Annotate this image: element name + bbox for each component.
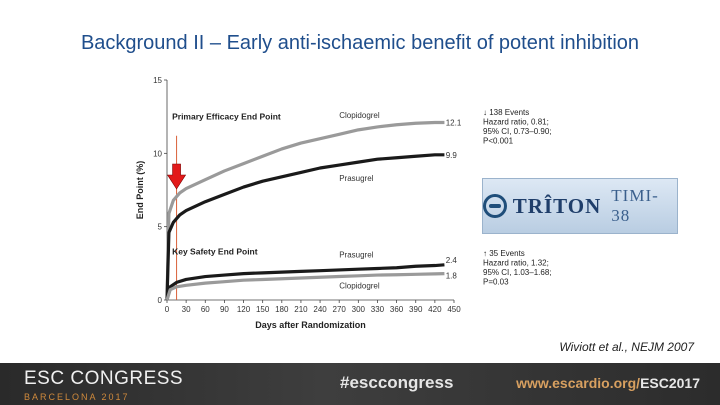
footer-url-year: ESC2017 [640, 375, 700, 391]
series-end-value: 1.8 [446, 272, 458, 281]
x-axis-title: Days after Randomization [255, 320, 366, 330]
annotation-line: Hazard ratio, 0.81; [483, 118, 549, 127]
y-tick-label: 0 [158, 296, 163, 305]
x-tick-label: 270 [333, 305, 347, 314]
x-tick-label: 300 [352, 305, 366, 314]
x-tick-label: 210 [294, 305, 308, 314]
series-label: Prasugrel [339, 174, 373, 183]
red-arrow-icon [167, 163, 187, 190]
citation: Wiviott et al., NEJM 2007 [559, 340, 694, 354]
x-tick-label: 30 [182, 305, 191, 314]
panel-title: Primary Efficacy End Point [172, 112, 281, 122]
annotation-line: ↓ 138 Events [483, 108, 529, 117]
footer-url-domain: www.escardio.org/ [516, 375, 641, 391]
series-line-clopidogrel-efficacy [165, 120, 445, 301]
x-tick-label: 150 [256, 305, 270, 314]
annotation-line: P<0.001 [483, 137, 514, 146]
annotation-line: 95% CI, 0.73–0.90; [483, 127, 552, 136]
x-tick-label: 420 [428, 305, 442, 314]
logo-text-triton: TRÎTON [512, 193, 602, 218]
series-label: Prasugrel [339, 250, 373, 259]
footer-banner: ESC CONGRESS BARCELONA 2017 #esccongress… [0, 363, 720, 405]
x-tick-label: 60 [201, 305, 210, 314]
x-tick-label: 450 [447, 305, 461, 314]
x-tick-label: 330 [371, 305, 385, 314]
x-tick-label: 0 [165, 305, 170, 314]
annotation-line: ↑ 35 Events [483, 249, 525, 258]
series-line-clopidogrel-safety [165, 272, 445, 301]
y-tick-label: 15 [153, 76, 162, 85]
series-end-value: 2.4 [446, 256, 458, 265]
series-line-prasugrel-efficacy [165, 153, 445, 301]
annotation-line: 95% CI, 1.03–1.68; [483, 268, 552, 277]
annotation-line: P=0.03 [483, 278, 509, 287]
logo-text-timi: TIMI-38 [611, 186, 659, 225]
footer-event: ESC CONGRESS [24, 368, 184, 389]
footer-hashtag: #esccongress [340, 373, 454, 392]
y-tick-label: 10 [153, 149, 162, 158]
series-line-prasugrel-safety [165, 263, 445, 301]
series-end-value: 12.1 [446, 119, 462, 128]
series-label: Clopidogrel [339, 111, 380, 120]
footer-url[interactable]: www.escardio.org/ESC2017 [516, 375, 700, 391]
slide-title: Background II – Early anti-ischaemic ben… [80, 32, 640, 54]
x-tick-label: 360 [390, 305, 404, 314]
x-tick-label: 180 [275, 305, 289, 314]
esc-congress-logo: ESC CONGRESS BARCELONA 2017 [24, 368, 184, 402]
series-end-value: 9.9 [446, 151, 458, 160]
panel-title: Key Safety End Point [172, 247, 258, 257]
series-label: Clopidogrel [339, 281, 380, 290]
kaplan-meier-chart: 0 5 10 15 0 30 60 90 120 150 180 210 240 270 300 330 360… [130, 70, 610, 340]
x-tick-label: 90 [220, 305, 229, 314]
x-tick-label: 390 [409, 305, 423, 314]
footer-city: BARCELONA 2017 [24, 392, 130, 402]
triton-timi-logo: TRÎTON TIMI-38 [482, 178, 678, 234]
x-tick-label: 120 [237, 305, 251, 314]
x-tick-label: 240 [313, 305, 327, 314]
y-tick-label: 5 [158, 223, 163, 232]
y-axis-title: End Point (%) [135, 161, 145, 220]
annotation-line: Hazard ratio, 1.32; [483, 259, 549, 268]
triton-logo-icon [483, 194, 507, 218]
